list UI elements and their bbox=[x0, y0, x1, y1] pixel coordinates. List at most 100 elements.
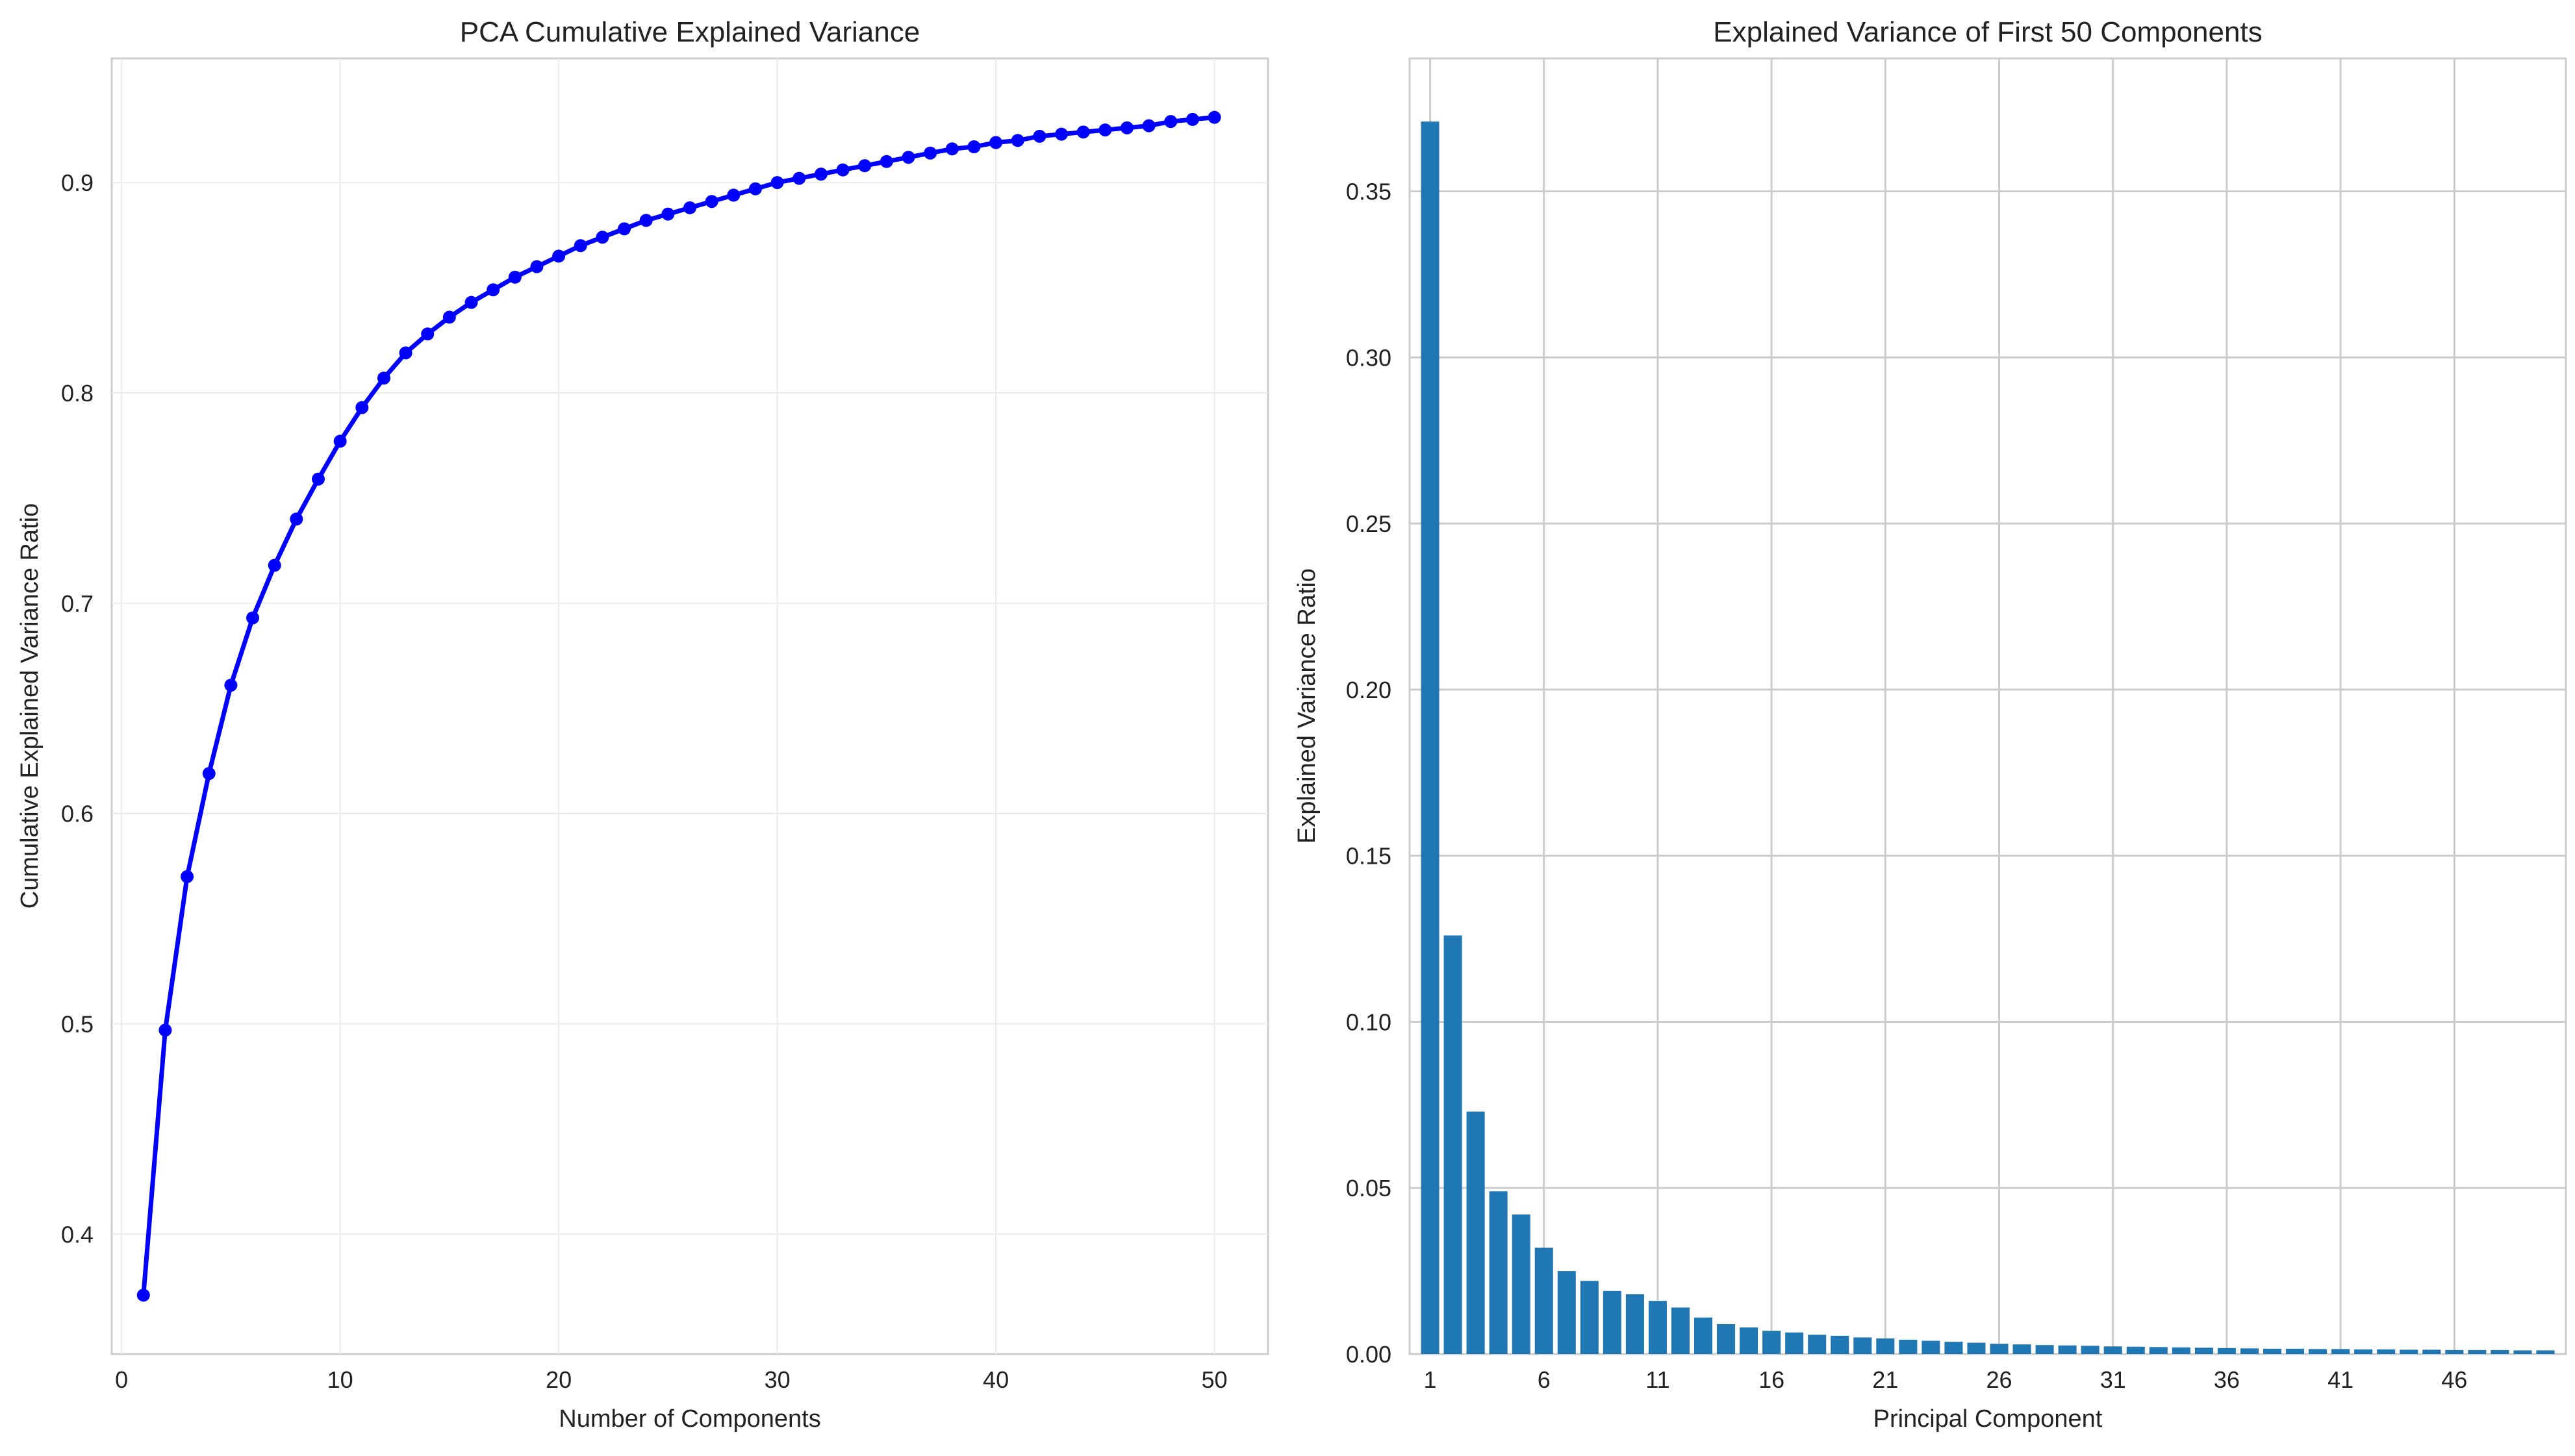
data-point bbox=[1186, 112, 1199, 126]
data-point bbox=[442, 310, 456, 324]
data-point bbox=[836, 163, 850, 177]
data-point bbox=[880, 155, 893, 168]
data-point bbox=[814, 168, 828, 181]
x-tick-label: 31 bbox=[2100, 1366, 2126, 1393]
axis-ticks: 1 6 11 16 21 26 31 36 41 460.000.050.100.150.200.… bbox=[1346, 179, 2467, 1393]
plot-area-background bbox=[1408, 57, 2567, 1355]
bar bbox=[1625, 1294, 1644, 1354]
bar bbox=[2194, 1348, 2213, 1354]
data-point bbox=[902, 151, 915, 164]
data-point bbox=[770, 176, 784, 190]
bar bbox=[2103, 1346, 2122, 1354]
x-axis-label: Principal Component bbox=[1873, 1405, 2103, 1433]
bar bbox=[1693, 1317, 1713, 1354]
bar bbox=[1489, 1191, 1508, 1354]
y-tick-label: 0.6 bbox=[61, 801, 94, 827]
bar bbox=[1785, 1332, 1804, 1354]
bar bbox=[2286, 1348, 2305, 1354]
y-axis-label: Explained Variance Ratio bbox=[1293, 568, 1321, 844]
y-tick-label: 0.8 bbox=[61, 380, 94, 407]
x-tick-label: 30 bbox=[765, 1366, 791, 1393]
bar bbox=[2035, 1345, 2054, 1354]
bar bbox=[1443, 935, 1462, 1354]
bar bbox=[1512, 1214, 1530, 1354]
data-point bbox=[574, 239, 587, 253]
data-point bbox=[1142, 119, 1156, 132]
data-point bbox=[1033, 129, 1046, 143]
data-point bbox=[618, 222, 631, 236]
grid bbox=[112, 58, 1268, 1354]
y-tick-label: 0.10 bbox=[1346, 1009, 1391, 1035]
bar bbox=[2468, 1349, 2487, 1354]
bar bbox=[1831, 1335, 1849, 1354]
data-point bbox=[530, 260, 544, 273]
bar bbox=[1853, 1337, 1872, 1354]
data-point bbox=[596, 231, 609, 244]
bar bbox=[2513, 1350, 2532, 1354]
chart-title: Explained Variance of First 50 Component… bbox=[1713, 16, 2262, 48]
y-tick-label: 0.35 bbox=[1346, 179, 1391, 205]
data-point bbox=[552, 249, 566, 263]
data-point bbox=[224, 679, 238, 692]
axis-ticks: 0 10 20 30 40 50 0.4 0.5 0.6 0.7 0.8 0.9 bbox=[61, 169, 1228, 1393]
y-tick-label: 0.15 bbox=[1346, 843, 1391, 870]
bar bbox=[1922, 1340, 1940, 1354]
bars bbox=[1421, 121, 2555, 1355]
bar bbox=[1808, 1335, 1827, 1354]
x-tick-label: 6 bbox=[1538, 1366, 1551, 1393]
bar bbox=[2309, 1349, 2328, 1354]
bar bbox=[1944, 1342, 1963, 1354]
x-tick-label: 50 bbox=[1202, 1366, 1228, 1393]
data-point bbox=[311, 472, 325, 486]
y-tick-label: 0.5 bbox=[61, 1011, 94, 1038]
bar bbox=[2422, 1349, 2441, 1354]
x-tick-label: 20 bbox=[546, 1366, 572, 1393]
data-point bbox=[159, 1023, 172, 1037]
bar bbox=[1762, 1331, 1781, 1354]
bar bbox=[2263, 1348, 2282, 1354]
x-tick-label: 40 bbox=[983, 1366, 1009, 1393]
data-point bbox=[1076, 125, 1090, 139]
data-point bbox=[1164, 115, 1178, 129]
data-point bbox=[399, 346, 412, 360]
bar bbox=[2491, 1349, 2509, 1354]
data-point bbox=[989, 136, 1003, 149]
bar bbox=[2536, 1350, 2555, 1354]
y-axis-label: Cumulative Explained Variance Ratio bbox=[16, 503, 44, 909]
x-axis-label: Number of Components bbox=[559, 1405, 820, 1433]
data-point bbox=[508, 270, 522, 284]
x-tick-label: 46 bbox=[2441, 1366, 2467, 1393]
data-point bbox=[705, 195, 718, 208]
bar bbox=[2172, 1347, 2190, 1354]
bar bbox=[1990, 1344, 2009, 1354]
x-tick-label: 36 bbox=[2214, 1366, 2240, 1393]
bar bbox=[1534, 1248, 1553, 1354]
bar bbox=[1671, 1307, 1690, 1354]
bar bbox=[1740, 1327, 1758, 1354]
bar bbox=[1557, 1271, 1576, 1354]
bar bbox=[1580, 1281, 1599, 1354]
data-point bbox=[202, 767, 216, 781]
data-point bbox=[683, 201, 696, 214]
x-tick-label: 1 bbox=[1424, 1366, 1437, 1393]
data-point bbox=[727, 188, 741, 202]
y-tick-label: 0.30 bbox=[1346, 344, 1391, 371]
x-tick-label: 26 bbox=[1986, 1366, 2012, 1393]
data-point bbox=[487, 283, 500, 297]
data-point bbox=[246, 611, 260, 625]
data-point bbox=[181, 870, 194, 883]
x-tick-label: 0 bbox=[115, 1366, 128, 1393]
y-tick-label: 0.00 bbox=[1346, 1341, 1391, 1368]
bar bbox=[1466, 1111, 1485, 1354]
data-point bbox=[924, 146, 937, 160]
bar bbox=[1876, 1338, 1895, 1354]
bar bbox=[2149, 1347, 2168, 1354]
data-point bbox=[793, 171, 806, 185]
bar bbox=[2400, 1349, 2418, 1354]
bar bbox=[1899, 1340, 1918, 1354]
bar bbox=[2126, 1346, 2145, 1354]
cumulative-variance-chart: 0 10 20 30 40 50 0.4 0.5 0.6 0.7 0.8 0.9 PCA Cumula… bbox=[16, 16, 1269, 1433]
bar bbox=[2012, 1344, 2031, 1354]
bar bbox=[2331, 1349, 2350, 1354]
